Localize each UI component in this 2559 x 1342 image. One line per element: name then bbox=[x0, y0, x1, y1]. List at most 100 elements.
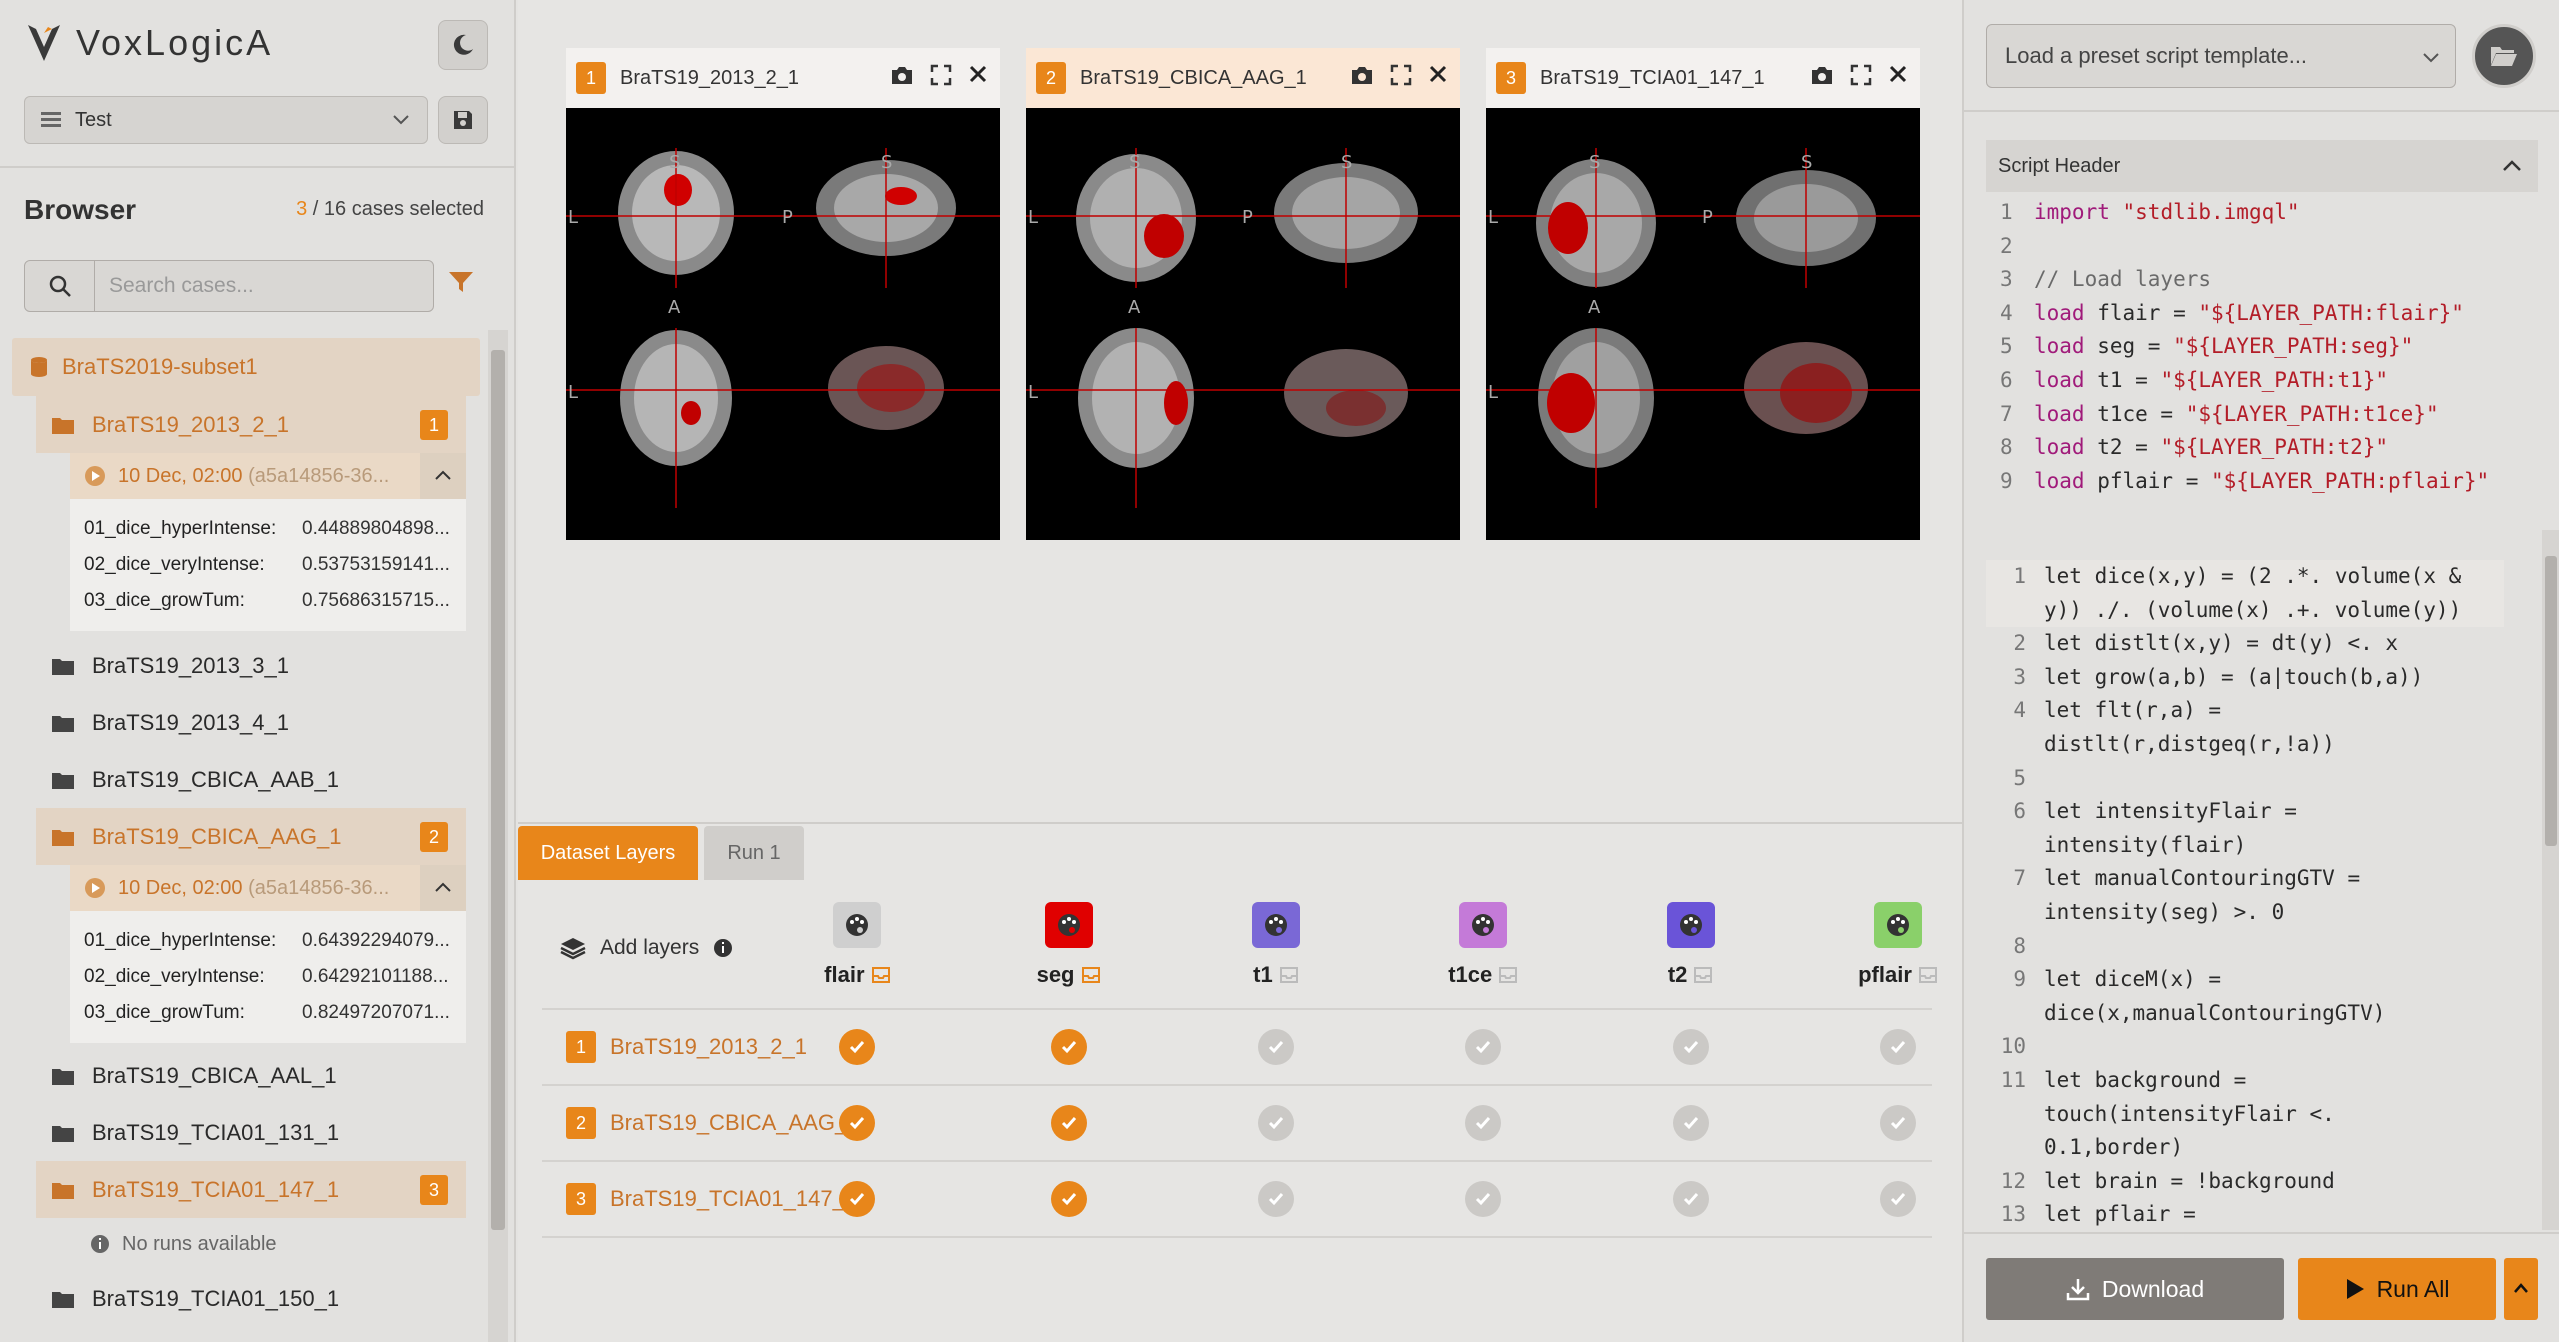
code-line: 2 let distlt(x,y) = dt(y) <. x bbox=[2013, 631, 2399, 656]
save-button[interactable] bbox=[438, 96, 488, 144]
case-item[interactable]: BraTS19_2013_3_1 bbox=[12, 637, 480, 694]
check-icon bbox=[1683, 1117, 1698, 1130]
run-item[interactable]: 10 Dec, 02:00 (a5a14856-36... bbox=[70, 865, 466, 911]
layer-checkbox[interactable] bbox=[1672, 1181, 1709, 1217]
inbox-icon[interactable] bbox=[871, 966, 891, 984]
fullscreen-icon[interactable] bbox=[1850, 64, 1872, 86]
tab-dataset-layers[interactable]: Dataset Layers bbox=[518, 826, 698, 880]
palette-icon[interactable] bbox=[1044, 902, 1093, 948]
layer-checkbox[interactable] bbox=[1880, 1105, 1916, 1141]
layer-checkbox[interactable] bbox=[1465, 1029, 1502, 1065]
run-all-button[interactable]: Run All bbox=[2298, 1258, 2496, 1320]
download-button[interactable]: Download bbox=[1986, 1258, 2284, 1320]
layer-column-flair[interactable]: flair bbox=[797, 902, 917, 988]
case-item[interactable]: BraTS19_CBICA_AAG_1 2 bbox=[36, 808, 466, 865]
layer-checkbox[interactable] bbox=[1465, 1181, 1502, 1217]
script-editor[interactable]: 1 let dice(x,y) = (2 .*. volume(x & y)) ./… bbox=[1986, 560, 2538, 1236]
cases-selected-count: 3 / 16 cases selected bbox=[296, 198, 484, 221]
layer-checkbox[interactable] bbox=[1257, 1181, 1294, 1217]
case-item[interactable]: BraTS19_2013_4_1 bbox=[12, 694, 480, 751]
chevron-up-icon[interactable] bbox=[2500, 154, 2524, 178]
case-item[interactable]: BraTS19_TCIA01_147_1 3 bbox=[36, 1161, 466, 1218]
tab-run-1[interactable]: Run 1 bbox=[704, 826, 804, 880]
brain-scan-view[interactable]: S S L P A L bbox=[1026, 108, 1460, 540]
info-icon[interactable] bbox=[713, 938, 733, 958]
search-input[interactable] bbox=[95, 274, 415, 298]
camera-icon[interactable] bbox=[890, 64, 914, 86]
inbox-icon[interactable] bbox=[1918, 966, 1938, 984]
inbox-icon[interactable] bbox=[1279, 966, 1299, 984]
layer-checkbox[interactable] bbox=[1050, 1029, 1087, 1065]
layer-checkbox[interactable] bbox=[1672, 1029, 1709, 1065]
case-item[interactable]: BraTS19_TCIA01_150_1 bbox=[12, 1270, 480, 1327]
layer-column-t1[interactable]: t1 bbox=[1216, 902, 1336, 988]
layer-checkbox[interactable] bbox=[839, 1105, 876, 1141]
layer-checkbox[interactable] bbox=[1050, 1105, 1087, 1141]
case-name: BraTS19_CBICA_AAL_1 bbox=[92, 1062, 337, 1088]
code-line: 12 let brain = !background bbox=[2000, 1168, 2335, 1193]
brain-scan-view[interactable]: S S L P A L bbox=[566, 108, 1000, 540]
palette-icon[interactable] bbox=[1251, 902, 1300, 948]
layer-checkbox[interactable] bbox=[1257, 1029, 1294, 1065]
layer-column-pflair[interactable]: pflair bbox=[1838, 902, 1958, 988]
code-line: 3 let grow(a,b) = (a|touch(b,a)) bbox=[2013, 664, 2424, 689]
layer-checkbox[interactable] bbox=[839, 1029, 876, 1065]
layer-checkbox[interactable] bbox=[1880, 1029, 1916, 1065]
metric-row: 01_dice_hyperIntense: 0.44889804898... bbox=[84, 518, 450, 539]
close-icon[interactable] bbox=[968, 64, 988, 84]
layer-checkbox[interactable] bbox=[1050, 1181, 1087, 1217]
layer-column-seg[interactable]: seg bbox=[1009, 902, 1129, 988]
add-layers-button[interactable]: Add layers bbox=[560, 936, 733, 960]
layer-checkbox[interactable] bbox=[839, 1181, 876, 1217]
code-line: 5 load seg = "${LAYER_PATH:seg}" bbox=[2000, 334, 2414, 359]
layer-checkbox[interactable] bbox=[1880, 1181, 1916, 1217]
collapse-button[interactable] bbox=[420, 453, 466, 499]
layer-checkbox[interactable] bbox=[1465, 1105, 1502, 1141]
camera-icon[interactable] bbox=[1810, 64, 1834, 86]
case-item[interactable]: BraTS19_2013_2_1 1 bbox=[36, 396, 466, 453]
palette-icon[interactable] bbox=[1459, 902, 1508, 948]
case-name: BraTS19_2013_2_1 bbox=[92, 411, 289, 437]
case-item[interactable]: BraTS19_TCIA01_131_1 bbox=[12, 1104, 480, 1161]
inbox-icon[interactable] bbox=[1081, 966, 1101, 984]
collapse-button[interactable] bbox=[420, 865, 466, 911]
fullscreen-icon[interactable] bbox=[930, 64, 952, 86]
dataset-root[interactable]: BraTS2019-subset1 bbox=[12, 338, 480, 396]
sidebar-scrollbar-thumb[interactable] bbox=[491, 350, 505, 1230]
case-item[interactable]: BraTS19_TCIA01_180_1 bbox=[12, 1327, 480, 1342]
camera-icon[interactable] bbox=[1350, 64, 1374, 86]
viewer-title: BraTS19_TCIA01_147_1 bbox=[1540, 66, 1765, 89]
run-item[interactable]: 10 Dec, 02:00 (a5a14856-36... bbox=[70, 453, 466, 499]
layer-checkbox[interactable] bbox=[1257, 1105, 1294, 1141]
metric-row: 02_dice_veryIntense: 0.53753159141... bbox=[84, 554, 450, 575]
script-header-code[interactable]: 1 import "stdlib.imgql" 2 3// Load layers 4… bbox=[1986, 196, 2489, 498]
case-item[interactable]: BraTS19_CBICA_AAL_1 bbox=[12, 1047, 480, 1104]
editor-scrollbar-thumb[interactable] bbox=[2545, 556, 2557, 846]
code-line: 13 let pflair = bbox=[2000, 1202, 2196, 1227]
divider bbox=[1964, 110, 2559, 112]
check-icon bbox=[1476, 1041, 1491, 1054]
filter-button[interactable] bbox=[448, 270, 474, 299]
open-folder-button[interactable] bbox=[2472, 24, 2536, 88]
script-header-bar[interactable]: Script Header bbox=[1986, 140, 2538, 192]
close-icon[interactable] bbox=[1888, 64, 1908, 84]
case-item[interactable]: BraTS19_CBICA_AAB_1 bbox=[12, 751, 480, 808]
palette-icon[interactable] bbox=[1874, 902, 1922, 948]
inbox-icon[interactable] bbox=[1498, 966, 1518, 984]
brain-scan-view[interactable]: S S L P A L bbox=[1486, 108, 1920, 540]
palette-icon[interactable] bbox=[833, 902, 882, 948]
layer-checkbox[interactable] bbox=[1672, 1105, 1709, 1141]
layer-column-t1ce[interactable]: t1ce bbox=[1423, 902, 1543, 988]
run-options-button[interactable] bbox=[2504, 1258, 2538, 1320]
project-select[interactable]: Test bbox=[24, 96, 428, 144]
close-icon[interactable] bbox=[1428, 64, 1448, 84]
viewer-title: BraTS19_CBICA_AAG_1 bbox=[1080, 66, 1307, 89]
layer-column-t2[interactable]: t2 bbox=[1631, 902, 1751, 988]
fullscreen-icon[interactable] bbox=[1390, 64, 1412, 86]
theme-toggle-button[interactable] bbox=[438, 20, 488, 70]
table-row: 3 BraTS19_TCIA01_147_1 bbox=[542, 1162, 1932, 1236]
palette-icon[interactable] bbox=[1666, 902, 1715, 948]
inbox-icon[interactable] bbox=[1693, 966, 1713, 984]
preset-template-select[interactable]: Load a preset script template... bbox=[1986, 24, 2456, 88]
bottom-tabs-bar bbox=[518, 822, 1964, 880]
